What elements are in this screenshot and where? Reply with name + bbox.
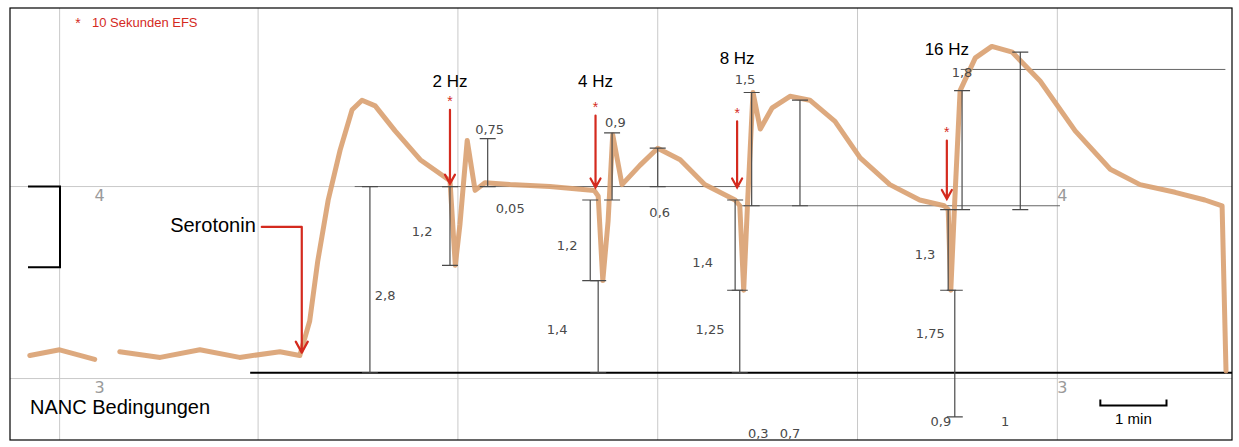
measurement	[947, 290, 963, 417]
annotation: 1,4	[692, 255, 713, 270]
trace	[30, 46, 1226, 371]
stimulus-symbol: *	[447, 93, 453, 109]
measurement	[792, 100, 808, 206]
measurement-line	[582, 200, 598, 281]
measurement-line	[590, 281, 606, 373]
stimulus-symbol: *	[593, 99, 599, 115]
measurement	[650, 148, 666, 186]
calibration-bracket	[28, 187, 60, 268]
annotation: 1,3	[915, 247, 936, 262]
background	[0, 0, 1239, 447]
measurement	[604, 133, 620, 200]
y-tick-label: 3	[1057, 378, 1067, 397]
chart: 3 3 4 4 * 2 Hz * 4 Hz * 8 Hz * 16 Hz Serotonin NANC B…	[0, 0, 1239, 447]
measurement-line	[650, 148, 666, 186]
y-tick-label: 4	[95, 186, 105, 205]
annotation: 1,2	[557, 238, 578, 253]
annotation: 1,8	[952, 65, 973, 80]
reference-line	[961, 69, 1226, 70]
x-grid-line	[1057, 8, 1058, 440]
annotation: 2,8	[375, 288, 396, 303]
x-grid-line	[258, 8, 259, 440]
scale-bar-label: 1 min	[1115, 410, 1152, 427]
stimuli: * 2 Hz * 4 Hz * 8 Hz * 16 Hz	[432, 40, 969, 199]
x-grid-line	[657, 8, 658, 440]
measurement	[940, 210, 956, 291]
annotation: 0,05	[496, 201, 525, 216]
y-grid-line	[10, 378, 1232, 379]
measurement	[1012, 52, 1028, 209]
measurement	[582, 200, 598, 281]
measurement	[732, 290, 748, 373]
measurement-line	[362, 187, 378, 373]
measurement-line	[604, 133, 620, 200]
measurement-line	[732, 290, 748, 373]
measurement-line	[792, 100, 808, 206]
annotation: 1,2	[412, 224, 433, 239]
measurement	[727, 200, 743, 290]
measurement-line	[744, 92, 760, 205]
key-symbol: *	[75, 15, 81, 31]
annotation: 1,4	[547, 322, 568, 337]
stimulus-label: 8 Hz	[720, 49, 755, 68]
condition-label: NANC Bedingungen	[30, 396, 210, 418]
annotation: 0,9	[931, 414, 952, 429]
stimulus-arrow	[591, 116, 601, 188]
reference-line	[740, 205, 1060, 206]
stimulus-label: 4 Hz	[578, 72, 613, 91]
grid	[10, 8, 1232, 440]
key-text: 10 Sekunden EFS	[92, 15, 198, 30]
stimulus-label: 16 Hz	[925, 40, 969, 59]
annotation: 1,75	[916, 326, 945, 341]
measurement	[744, 92, 760, 205]
stimulus-symbol: *	[944, 124, 950, 140]
measurement	[362, 187, 378, 373]
drug-arrow	[262, 227, 308, 353]
plot-frame	[10, 8, 1232, 440]
annotation: 0,3	[748, 426, 769, 441]
annotations: 2,8 1,2 0,75 0,05 1,2 1,4 0,9 0,6 1,4 1,25 1,5 1,3 1…	[375, 65, 1009, 441]
measurement	[442, 187, 458, 266]
stimulus-arrow	[732, 121, 742, 187]
measurement	[480, 139, 496, 187]
annotation: 0,6	[649, 205, 670, 220]
y-tick-label: 3	[95, 378, 105, 397]
stimulus-symbol: *	[734, 105, 740, 121]
measurement	[590, 281, 606, 373]
x-grid-line	[857, 8, 858, 440]
measurement-line	[1012, 52, 1028, 209]
measurement-line	[947, 290, 963, 417]
annotation: 0,75	[475, 122, 504, 137]
stimulus-arrow	[942, 140, 952, 199]
drug-label: Serotonin	[170, 214, 256, 236]
annotation: 0,9	[605, 115, 626, 130]
stimulus-arrow	[445, 110, 455, 184]
measurement-line	[480, 139, 496, 187]
scale-bar	[1100, 399, 1166, 405]
y-tick-label: 4	[1057, 186, 1067, 205]
annotation: 1,5	[735, 72, 756, 87]
annotation: 0,7	[780, 426, 801, 441]
measurement-line	[954, 91, 970, 210]
annotation: 1,25	[696, 322, 725, 337]
measurement-line	[727, 200, 743, 290]
measurement-line	[940, 210, 956, 291]
measurement	[954, 91, 970, 210]
annotation: 1	[1001, 414, 1009, 429]
stimulus-label: 2 Hz	[432, 72, 467, 91]
measurement-line	[442, 187, 458, 266]
plot-area	[30, 46, 1232, 417]
